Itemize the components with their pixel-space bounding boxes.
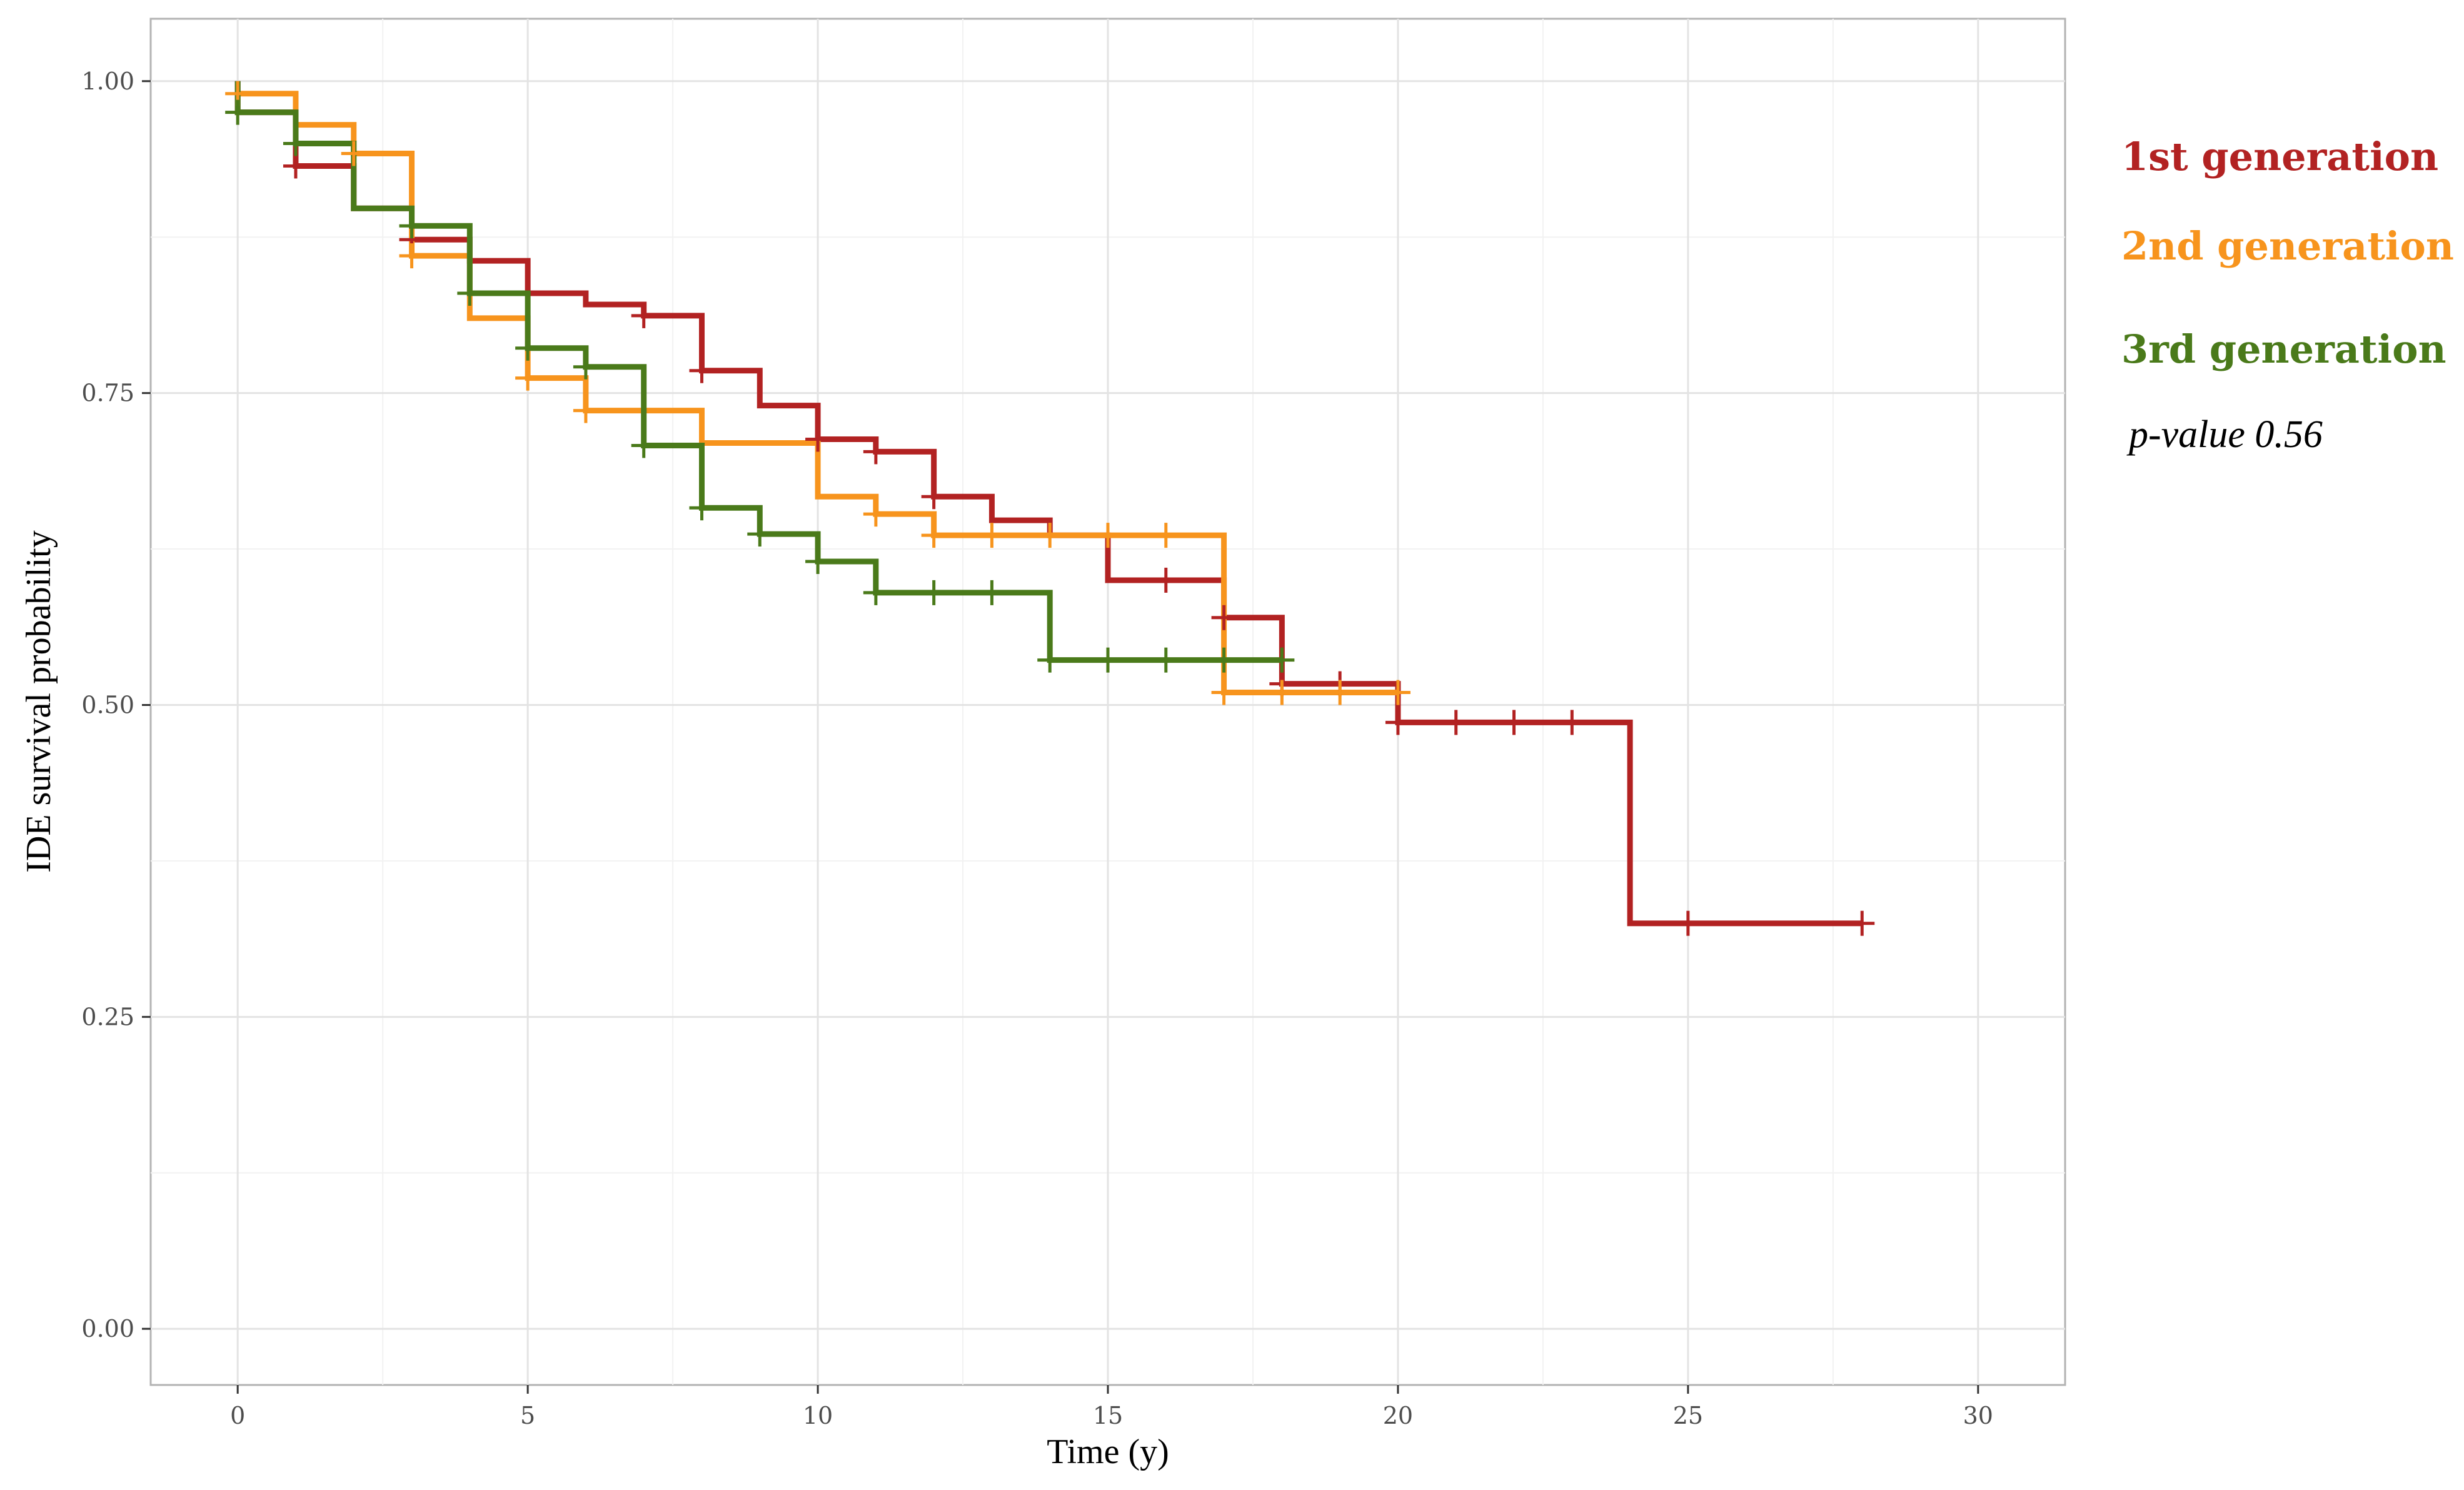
censor-mark-series-3 bbox=[1211, 647, 1237, 673]
censor-mark-series-2 bbox=[399, 243, 425, 269]
censor-mark-series-1 bbox=[921, 484, 947, 510]
y-tick-label: 0.50 bbox=[81, 691, 134, 718]
censor-mark-series-2 bbox=[515, 365, 541, 391]
censor-mark-series-2 bbox=[979, 523, 1005, 548]
censor-mark-series-2 bbox=[863, 501, 888, 527]
censor-mark-series-2 bbox=[1385, 680, 1411, 705]
x-tick-label: 10 bbox=[803, 1402, 833, 1429]
censor-mark-series-3 bbox=[399, 213, 425, 239]
censor-mark-series-3 bbox=[1037, 647, 1063, 673]
censor-mark-series-1 bbox=[805, 426, 831, 452]
legend-label-1st-generation: 1st generation bbox=[2121, 134, 2438, 179]
censor-mark-series-3 bbox=[805, 549, 831, 575]
y-tick-label: 1.00 bbox=[81, 68, 134, 95]
censor-mark-series-3 bbox=[631, 433, 656, 458]
x-tick-label: 15 bbox=[1093, 1402, 1123, 1429]
censor-mark-series-3 bbox=[921, 580, 947, 605]
censor-mark-series-3 bbox=[689, 495, 715, 521]
censor-mark-series-3 bbox=[515, 335, 541, 361]
p-value-annotation: p-value 0.56 bbox=[2126, 413, 2323, 456]
censor-mark-series-1 bbox=[1211, 605, 1237, 630]
censor-mark-series-3 bbox=[1269, 647, 1295, 673]
censor-mark-series-1 bbox=[1501, 710, 1527, 735]
x-tick-label: 0 bbox=[230, 1402, 245, 1429]
x-tick-label: 5 bbox=[520, 1402, 535, 1429]
x-tick-label: 30 bbox=[1963, 1402, 1993, 1429]
x-axis-title: Time (y) bbox=[1047, 1432, 1169, 1471]
censor-mark-series-2 bbox=[1095, 523, 1120, 548]
censor-mark-series-1 bbox=[283, 153, 308, 179]
axis-tick-labels: 0 5 10 15 20 25 30 0.00 0.25 0.50 0.75 1.00 bbox=[81, 68, 1993, 1429]
censor-mark-series-1 bbox=[863, 439, 888, 465]
legend-label-3rd-generation: 3rd generation bbox=[2121, 326, 2446, 372]
censor-mark-series-3 bbox=[457, 280, 483, 306]
censor-mark-series-1 bbox=[1849, 910, 1875, 936]
censor-mark-series-2 bbox=[1211, 680, 1237, 705]
y-tick-label: 0.75 bbox=[81, 380, 134, 407]
legend: 1st generation 2nd generation 3rd genera… bbox=[2121, 134, 2454, 456]
y-tick-label: 0.00 bbox=[81, 1315, 134, 1342]
censor-mark-series-2 bbox=[341, 141, 366, 166]
major-gridlines bbox=[151, 19, 2065, 1385]
censor-mark-series-3 bbox=[573, 354, 598, 380]
axis-ticks bbox=[142, 80, 1979, 1394]
censor-mark-series-2 bbox=[573, 398, 598, 423]
censor-mark-series-2 bbox=[1327, 680, 1353, 705]
censor-mark-series-1 bbox=[1675, 910, 1701, 936]
censor-mark-series-3 bbox=[863, 580, 888, 605]
censor-mark-series-3 bbox=[225, 99, 251, 125]
censor-mark-series-1 bbox=[1153, 567, 1179, 593]
censor-mark-series-3 bbox=[1153, 647, 1179, 673]
y-tick-label: 0.25 bbox=[81, 1003, 134, 1030]
censor-mark-series-3 bbox=[979, 580, 1005, 605]
censor-mark-series-2 bbox=[1153, 523, 1179, 548]
censor-mark-series-3 bbox=[283, 131, 308, 156]
censor-mark-series-1 bbox=[631, 303, 656, 328]
censor-mark-series-1 bbox=[1559, 710, 1585, 735]
y-axis-title: IDE survival probability bbox=[19, 530, 58, 872]
censor-mark-series-1 bbox=[1443, 710, 1469, 735]
x-tick-label: 20 bbox=[1383, 1402, 1413, 1429]
legend-label-2nd-generation: 2nd generation bbox=[2121, 223, 2454, 269]
censor-mark-series-3 bbox=[747, 521, 773, 547]
censor-mark-series-2 bbox=[1037, 523, 1063, 548]
censor-mark-series-2 bbox=[1269, 680, 1295, 705]
censor-mark-series-1 bbox=[689, 358, 715, 383]
censor-mark-series-2 bbox=[921, 523, 947, 548]
censor-marks bbox=[225, 81, 1875, 936]
censor-mark-series-1 bbox=[1385, 710, 1411, 735]
x-tick-label: 25 bbox=[1673, 1402, 1703, 1429]
censor-mark-series-3 bbox=[1095, 647, 1120, 673]
